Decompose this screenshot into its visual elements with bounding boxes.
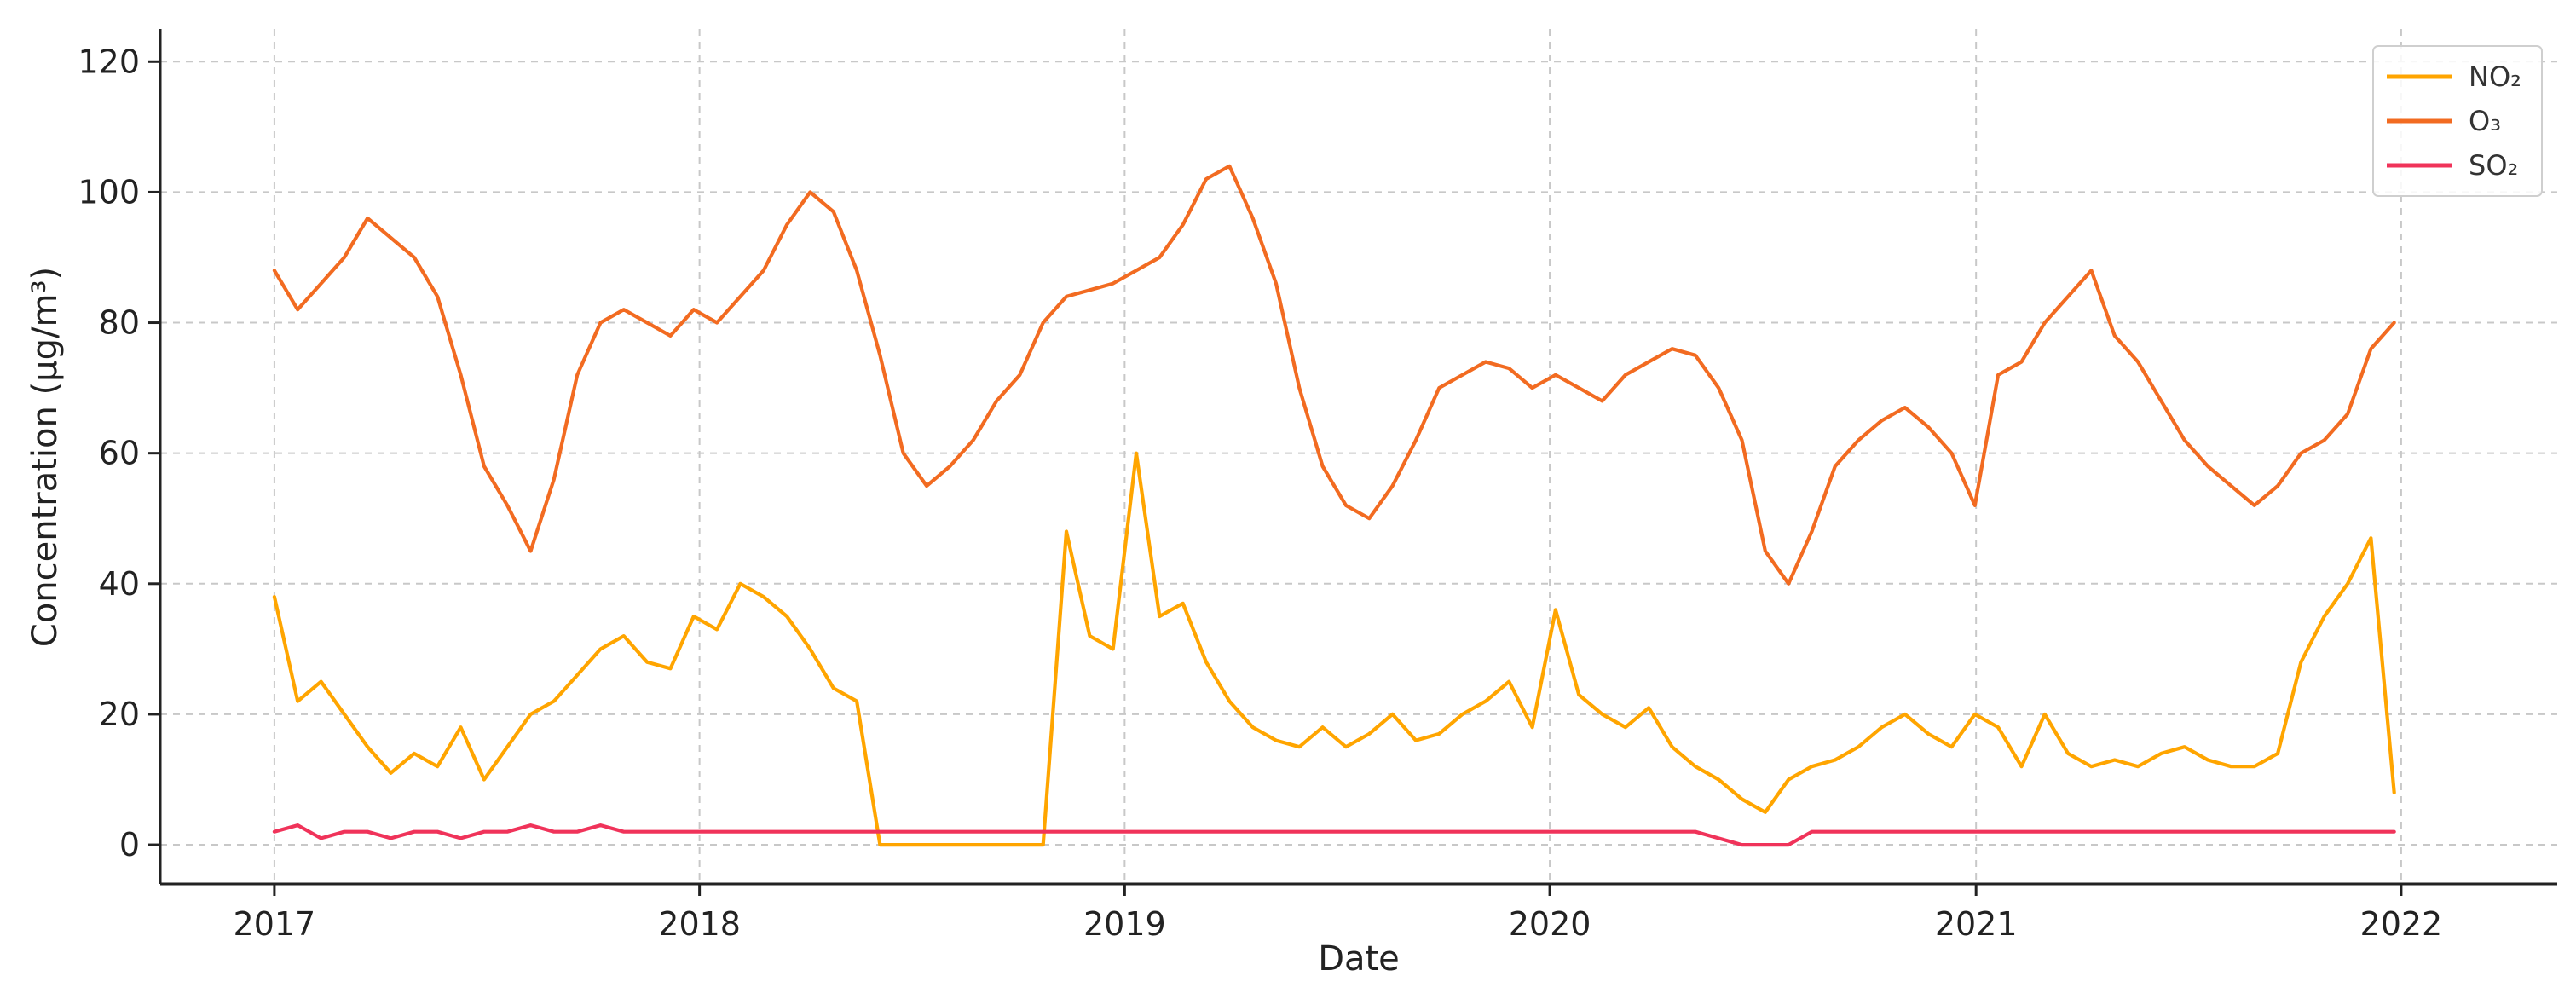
legend-label-no2: NO₂ bbox=[2469, 61, 2521, 93]
x-axis-title: Date bbox=[1318, 939, 1400, 979]
y-tick-label: 100 bbox=[78, 173, 140, 211]
x-tick-label: 2021 bbox=[1935, 905, 2018, 943]
series-o3-line bbox=[272, 164, 2396, 586]
legend: NO₂ O₃ SO₂ bbox=[2372, 45, 2543, 197]
legend-label-o3: O₃ bbox=[2469, 105, 2501, 137]
y-tick-label: 0 bbox=[119, 826, 140, 863]
axes bbox=[159, 29, 2557, 886]
series-lines bbox=[272, 164, 2396, 847]
x-tick-label: 2022 bbox=[2360, 905, 2443, 943]
y-tick-label: 40 bbox=[99, 565, 140, 603]
legend-label-so2: SO₂ bbox=[2469, 149, 2518, 182]
x-tick-label: 2019 bbox=[1083, 905, 1166, 943]
y-tick-label: 20 bbox=[99, 696, 140, 733]
y-tick-label: 120 bbox=[78, 43, 140, 80]
legend-box bbox=[2372, 45, 2543, 197]
x-tick-label: 2017 bbox=[234, 905, 316, 943]
x-tick-label: 2018 bbox=[658, 905, 741, 943]
x-ticks: 2017 2018 2019 2020 2021 2022 bbox=[234, 884, 2443, 943]
series-no2-line bbox=[272, 451, 2396, 847]
x-tick-label: 2020 bbox=[1509, 905, 1591, 943]
y-tick-label: 60 bbox=[99, 435, 140, 472]
series-so2-line bbox=[272, 823, 2396, 847]
y-axis-title: Concentration (µg/m³) bbox=[26, 267, 65, 647]
y-tick-label: 80 bbox=[99, 304, 140, 342]
y-ticks: 0 20 40 60 80 100 120 bbox=[78, 43, 160, 863]
